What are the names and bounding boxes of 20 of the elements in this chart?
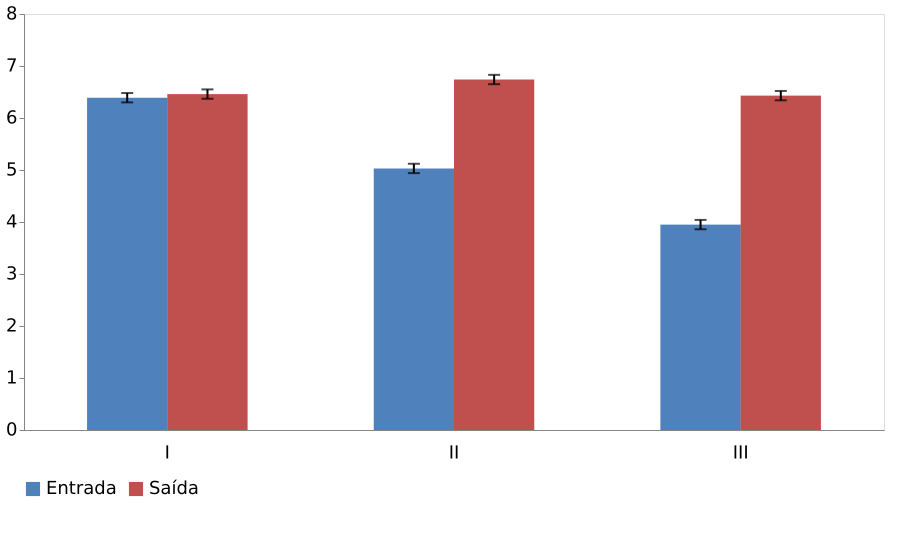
bar — [167, 94, 248, 430]
bar — [374, 168, 454, 430]
y-tick-label: 8 — [6, 4, 18, 24]
bar — [87, 98, 168, 430]
y-tick-label: 0 — [6, 420, 18, 440]
y-tick-label: 4 — [6, 212, 18, 232]
y-tick-label: 6 — [6, 108, 18, 128]
bar — [660, 224, 741, 430]
legend-label: Entrada — [46, 478, 117, 499]
y-tick-label: 5 — [6, 160, 18, 180]
y-tick-label: 2 — [6, 316, 18, 336]
x-tick-label: I — [164, 442, 170, 464]
bar — [740, 96, 821, 430]
y-tick-label: 3 — [6, 264, 18, 284]
y-tick-label: 7 — [6, 56, 18, 76]
bar — [454, 80, 534, 430]
y-tick-label: 1 — [6, 368, 18, 388]
legend-label: Saída — [149, 478, 199, 499]
x-tick-label: II — [448, 442, 460, 464]
x-tick-label: III — [732, 442, 749, 464]
